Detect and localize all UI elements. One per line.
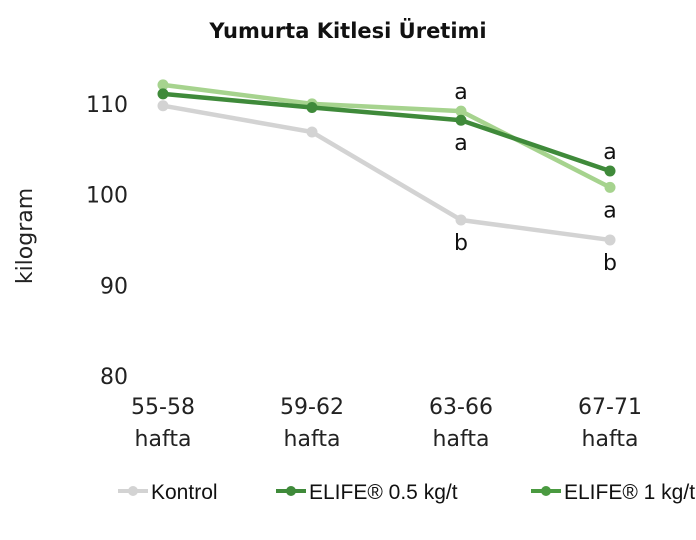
legend-marker <box>128 486 138 496</box>
significance-label: a <box>454 80 467 105</box>
x-tick-label: 63-66 <box>429 395 493 420</box>
x-tick-sublabel: hafta <box>433 427 490 452</box>
data-point <box>604 234 616 246</box>
data-point <box>157 88 169 100</box>
data-point <box>604 165 616 177</box>
y-tick-label: 100 <box>86 184 128 209</box>
significance-label: a <box>603 198 616 223</box>
data-point <box>455 105 467 117</box>
x-tick-sublabel: hafta <box>135 427 192 452</box>
series-line <box>162 82 612 190</box>
y-axis-label: kilogram <box>13 188 38 284</box>
data-point <box>455 114 467 126</box>
y-tick-label: 110 <box>86 93 128 118</box>
legend-marker <box>286 486 296 496</box>
data-point <box>157 100 169 112</box>
y-tick-label: 90 <box>100 274 128 299</box>
data-point <box>455 214 467 226</box>
legend-label: Kontrol <box>151 481 218 504</box>
legend-label: ELIFE® 0.5 kg/t <box>309 481 458 504</box>
chart-title: Yumurta Kitlesi Üretimi <box>208 18 486 43</box>
x-tick-label: 67-71 <box>578 395 642 420</box>
significance-label: b <box>454 231 468 256</box>
x-tick-sublabel: hafta <box>582 427 639 452</box>
data-point <box>604 181 616 193</box>
x-tick-label: 59-62 <box>280 395 344 420</box>
data-point <box>157 79 169 91</box>
x-tick-label: 55-58 <box>131 395 195 420</box>
significance-label: a <box>603 140 616 165</box>
data-point <box>306 102 318 114</box>
y-tick-label: 80 <box>100 365 128 390</box>
series-line <box>162 91 611 174</box>
data-point <box>306 126 318 138</box>
series-line <box>162 103 611 243</box>
legend-label: ELIFE® 1 kg/t <box>564 481 695 504</box>
legend-marker <box>541 486 551 496</box>
x-tick-sublabel: hafta <box>284 427 341 452</box>
significance-label: a <box>454 131 467 156</box>
significance-label: b <box>603 251 617 276</box>
